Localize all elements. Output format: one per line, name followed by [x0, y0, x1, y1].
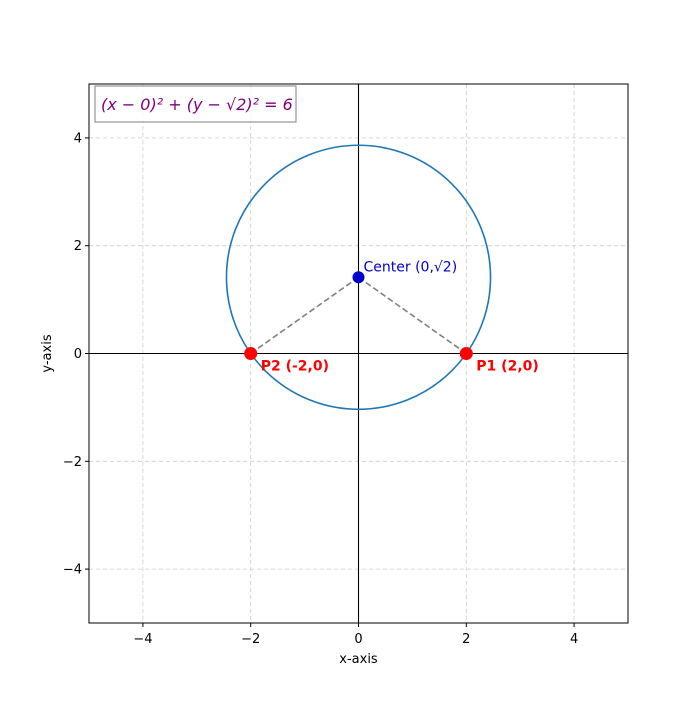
equation-label: (x − 0)² + (y − √2)² = 6 [101, 95, 293, 114]
circle-curve [225, 144, 492, 411]
data-point-3 [244, 347, 258, 360]
data-point-1 [352, 271, 365, 284]
x-tick-label-3: 2 [462, 632, 470, 647]
equation-box-frame [94, 85, 297, 123]
y-tick-label-4: 4 [74, 131, 82, 146]
x-tick-label-1: −2 [241, 632, 260, 647]
radius-segment-1 [358, 276, 467, 355]
point-label-1: Center (0,√2) [364, 259, 458, 275]
y-tick-label-2: 0 [74, 347, 82, 362]
y-tick-label-1: −2 [63, 455, 82, 470]
point-label-2: P1 (2,0) [476, 359, 538, 375]
axis-zero-lines [89, 84, 628, 623]
x-tick-label-0: −4 [133, 632, 152, 647]
data-layer [225, 144, 492, 411]
y-tick-label-3: 2 [74, 239, 82, 254]
equation-legend-box: (x − 0)² + (y − √2)² = 6 [94, 85, 297, 123]
tick-layer: Center (0,√2) P1 (2,0) P2 (-2,0) −4 −2 0 2 4 −4 −… [63, 131, 578, 647]
y-tick-label-0: −4 [63, 563, 82, 578]
x-axis-title: x-axis [339, 652, 378, 667]
y-axis-title: y-axis [40, 334, 55, 372]
point-label-3: P2 (-2,0) [261, 359, 329, 375]
data-point-2 [459, 347, 473, 360]
x-tick-label-2: 0 [354, 632, 362, 647]
radius-segment-2 [250, 276, 359, 355]
x-tick-label-4: 4 [570, 632, 578, 647]
